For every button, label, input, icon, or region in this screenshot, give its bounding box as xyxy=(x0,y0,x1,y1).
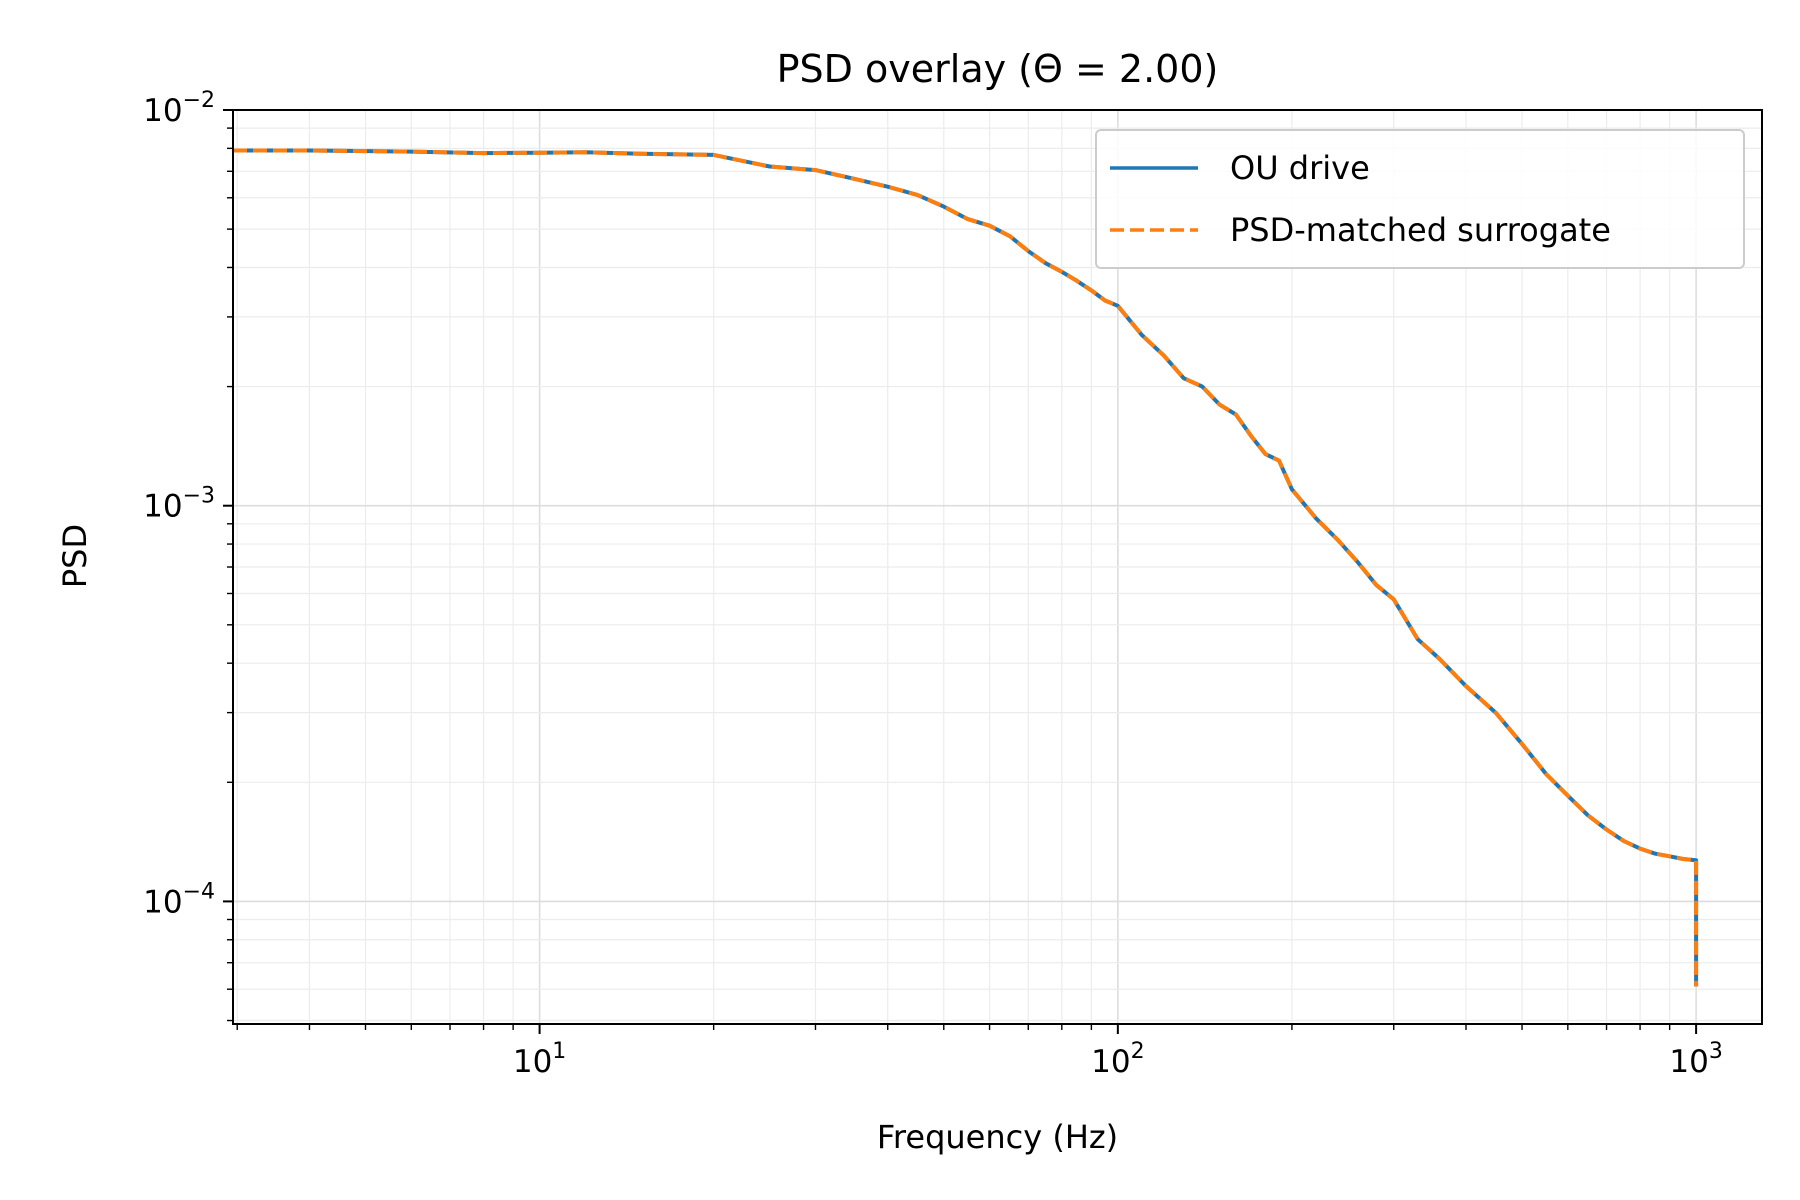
x-tick-label: 101 xyxy=(513,1039,566,1080)
chart-title: PSD overlay (Θ = 2.00) xyxy=(777,47,1219,91)
y-axis-title: PSD xyxy=(56,524,94,588)
legend-label-ou-drive: OU drive xyxy=(1230,149,1370,187)
series-line-psd-matched-surrogate xyxy=(233,148,1699,987)
y-tick-label: 10−2 xyxy=(143,88,215,129)
y-tick-label: 10−3 xyxy=(143,484,215,525)
x-axis-title: Frequency (Hz) xyxy=(877,1118,1118,1156)
legend: OU drive PSD-matched surrogate xyxy=(1095,129,1745,269)
axis-ticks: 101 102 103 10−2 10−3 10−4 xyxy=(143,88,1723,1080)
x-tick-label: 103 xyxy=(1669,1039,1722,1080)
y-tick-label: 10−4 xyxy=(143,879,215,920)
x-tick-label: 102 xyxy=(1091,1039,1144,1080)
legend-box xyxy=(1095,129,1745,269)
series-lines xyxy=(233,148,1699,987)
legend-label-psd-matched-surrogate: PSD-matched surrogate xyxy=(1230,211,1611,249)
